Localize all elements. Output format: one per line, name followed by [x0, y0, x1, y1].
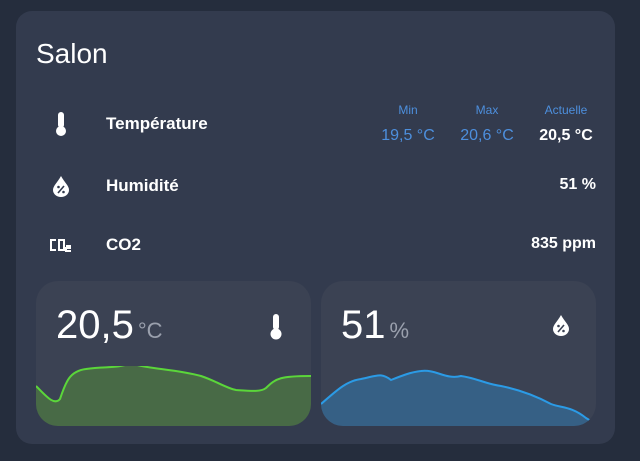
thermometer-icon	[56, 112, 66, 136]
tile-number: 20,5	[56, 303, 134, 347]
tile-unit: °C	[137, 318, 163, 343]
tile-number: 51	[341, 303, 386, 347]
stat-value: 20,5 °C	[539, 127, 593, 144]
tile-value: 51%	[341, 303, 409, 348]
sensor-tile[interactable]: 51%	[321, 281, 596, 426]
row-value: 835 ppm	[531, 235, 596, 252]
row-label: CO2	[106, 235, 141, 254]
row-value: 51 %	[559, 176, 596, 193]
tile-unit: %	[389, 318, 410, 343]
stat-label: Min	[398, 103, 418, 117]
card-title: Salon	[36, 38, 108, 69]
sensor-tile[interactable]: 20,5 °C	[36, 281, 311, 426]
humidity-icon	[53, 176, 69, 197]
stat-value: 20,6 °C	[460, 127, 514, 144]
tile-value: 20,5 °C	[56, 303, 163, 348]
sparkline	[36, 366, 311, 426]
co2-icon	[50, 239, 71, 252]
stat-value: 19,5 °C	[381, 127, 435, 144]
row-label: Température	[106, 114, 208, 133]
thermometer-icon	[270, 314, 282, 340]
stat-label: Max	[475, 103, 499, 117]
humidity-icon	[553, 315, 569, 336]
sparkline	[321, 369, 596, 426]
stat-label: Actuelle	[544, 103, 588, 117]
row-label: Humidité	[106, 176, 179, 195]
